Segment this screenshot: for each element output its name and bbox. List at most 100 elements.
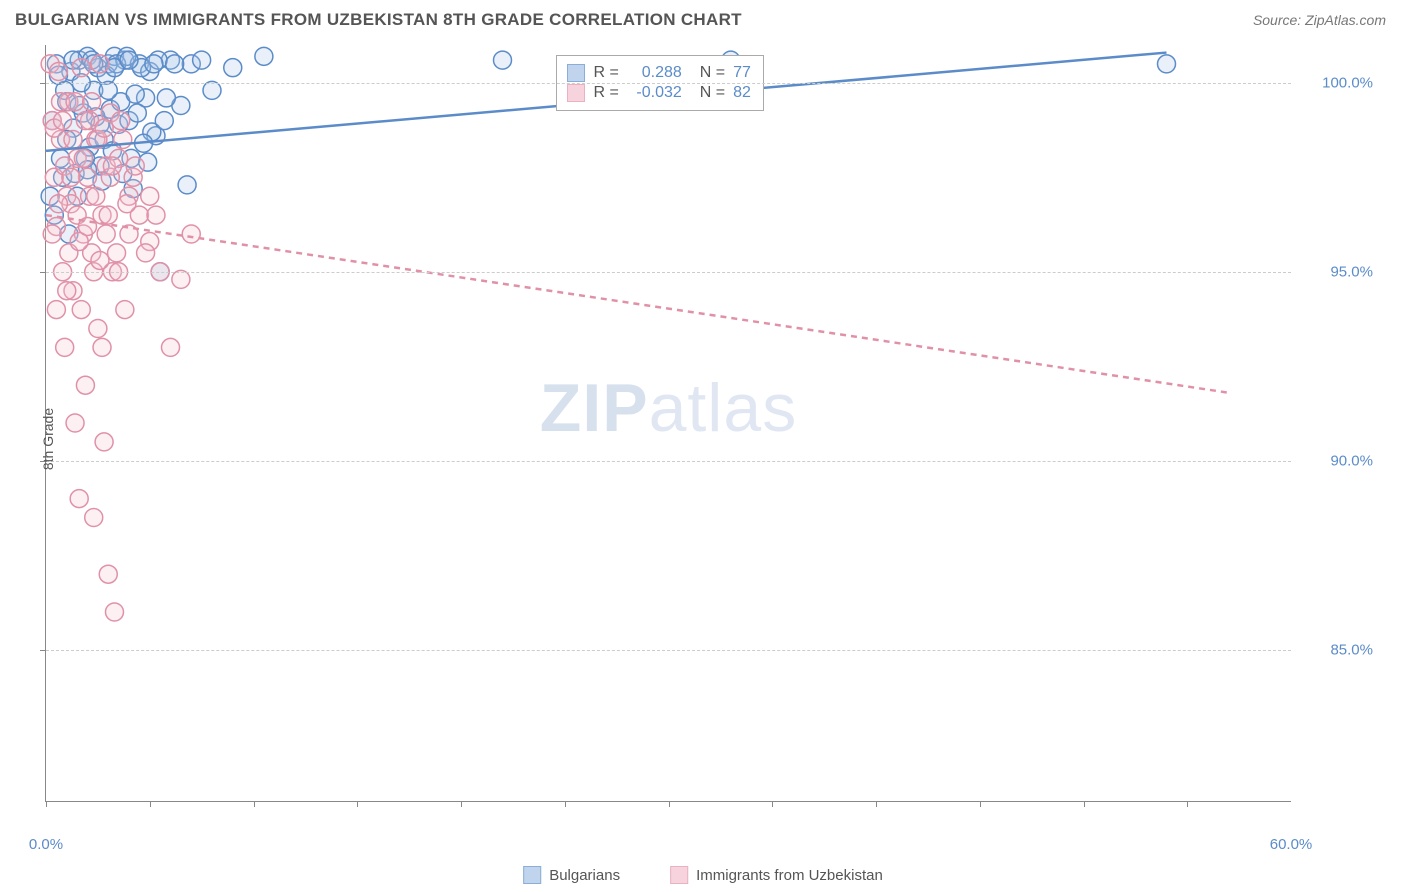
x-tick bbox=[876, 801, 877, 807]
scatter-point bbox=[105, 603, 123, 621]
x-tick bbox=[461, 801, 462, 807]
scatter-point bbox=[85, 509, 103, 527]
scatter-point bbox=[99, 206, 117, 224]
scatter-point bbox=[43, 225, 61, 243]
y-tick bbox=[40, 272, 46, 273]
stat-n-value: 82 bbox=[733, 84, 751, 102]
scatter-point bbox=[103, 157, 121, 175]
plot-svg bbox=[46, 45, 1291, 801]
x-tick bbox=[150, 801, 151, 807]
series-swatch bbox=[567, 64, 585, 82]
scatter-point bbox=[162, 338, 180, 356]
scatter-point bbox=[93, 338, 111, 356]
scatter-point bbox=[83, 93, 101, 111]
scatter-point bbox=[126, 157, 144, 175]
legend-label: Bulgarians bbox=[549, 867, 620, 884]
x-tick bbox=[1187, 801, 1188, 807]
scatter-point bbox=[178, 176, 196, 194]
x-tick bbox=[980, 801, 981, 807]
scatter-point bbox=[120, 51, 138, 69]
scatter-point bbox=[157, 89, 175, 107]
scatter-point bbox=[49, 62, 67, 80]
scatter-point bbox=[97, 225, 115, 243]
y-tick bbox=[40, 83, 46, 84]
legend-swatch bbox=[670, 866, 688, 884]
y-axis-label: 8th Grade bbox=[40, 407, 56, 469]
scatter-point bbox=[95, 119, 113, 137]
gridline bbox=[46, 83, 1291, 84]
scatter-point bbox=[147, 206, 165, 224]
stat-r-label: R = bbox=[593, 84, 618, 102]
y-tick-label: 95.0% bbox=[1330, 263, 1373, 280]
scatter-point bbox=[66, 93, 84, 111]
scatter-point bbox=[155, 112, 173, 130]
stat-r-value: 0.288 bbox=[627, 64, 682, 82]
stats-row: R = 0.288 N = 77 bbox=[567, 64, 750, 82]
scatter-point bbox=[47, 301, 65, 319]
trend-line bbox=[46, 215, 1229, 393]
scatter-point bbox=[64, 131, 82, 149]
legend-swatch bbox=[523, 866, 541, 884]
scatter-point bbox=[224, 59, 242, 77]
y-tick bbox=[40, 650, 46, 651]
scatter-point bbox=[62, 168, 80, 186]
x-tick bbox=[669, 801, 670, 807]
scatter-point bbox=[118, 195, 136, 213]
scatter-point bbox=[193, 51, 211, 69]
scatter-point bbox=[54, 112, 72, 130]
scatter-point bbox=[126, 85, 144, 103]
scatter-point bbox=[66, 414, 84, 432]
scatter-point bbox=[99, 565, 117, 583]
x-tick bbox=[254, 801, 255, 807]
series-swatch bbox=[567, 84, 585, 102]
scatter-point bbox=[255, 47, 273, 65]
legend-label: Immigrants from Uzbekistan bbox=[696, 867, 883, 884]
scatter-point bbox=[72, 59, 90, 77]
scatter-point bbox=[172, 270, 190, 288]
scatter-point bbox=[79, 168, 97, 186]
scatter-point bbox=[87, 187, 105, 205]
x-tick bbox=[1084, 801, 1085, 807]
stat-r-label: R = bbox=[593, 64, 618, 82]
scatter-point bbox=[76, 112, 94, 130]
x-tick bbox=[357, 801, 358, 807]
scatter-point bbox=[95, 433, 113, 451]
legend-item: Immigrants from Uzbekistan bbox=[670, 866, 883, 884]
scatter-point bbox=[91, 55, 109, 73]
gridline bbox=[46, 461, 1291, 462]
y-tick-label: 90.0% bbox=[1330, 452, 1373, 469]
plot-wrap: ZIPatlas R =0.288N =77R =-0.032N =82 85.… bbox=[45, 45, 1381, 832]
scatter-point bbox=[203, 81, 221, 99]
legend-item: Bulgarians bbox=[523, 866, 620, 884]
scatter-point bbox=[49, 195, 67, 213]
scatter-point bbox=[91, 251, 109, 269]
scatter-point bbox=[70, 490, 88, 508]
scatter-point bbox=[1158, 55, 1176, 73]
scatter-point bbox=[108, 244, 126, 262]
scatter-point bbox=[137, 244, 155, 262]
plot-area: ZIPatlas R =0.288N =77R =-0.032N =82 85.… bbox=[45, 45, 1291, 802]
chart-title: BULGARIAN VS IMMIGRANTS FROM UZBEKISTAN … bbox=[15, 10, 742, 30]
scatter-point bbox=[182, 225, 200, 243]
x-tick-label: 60.0% bbox=[1270, 836, 1313, 853]
scatter-point bbox=[99, 81, 117, 99]
x-tick bbox=[565, 801, 566, 807]
scatter-point bbox=[56, 338, 74, 356]
stat-n-label: N = bbox=[700, 84, 725, 102]
stat-n-value: 77 bbox=[733, 64, 751, 82]
scatter-point bbox=[89, 320, 107, 338]
source-label: Source: ZipAtlas.com bbox=[1253, 12, 1386, 28]
gridline bbox=[46, 272, 1291, 273]
scatter-point bbox=[58, 282, 76, 300]
stat-r-value: -0.032 bbox=[627, 84, 682, 102]
stats-row: R = -0.032 N = 82 bbox=[567, 84, 750, 102]
gridline bbox=[46, 650, 1291, 651]
y-tick-label: 85.0% bbox=[1330, 641, 1373, 658]
chart-header: BULGARIAN VS IMMIGRANTS FROM UZBEKISTAN … bbox=[0, 0, 1406, 35]
stat-n-label: N = bbox=[700, 64, 725, 82]
scatter-point bbox=[141, 187, 159, 205]
y-tick-label: 100.0% bbox=[1322, 74, 1373, 91]
x-tick-label: 0.0% bbox=[29, 836, 63, 853]
scatter-point bbox=[112, 112, 130, 130]
x-tick bbox=[772, 801, 773, 807]
